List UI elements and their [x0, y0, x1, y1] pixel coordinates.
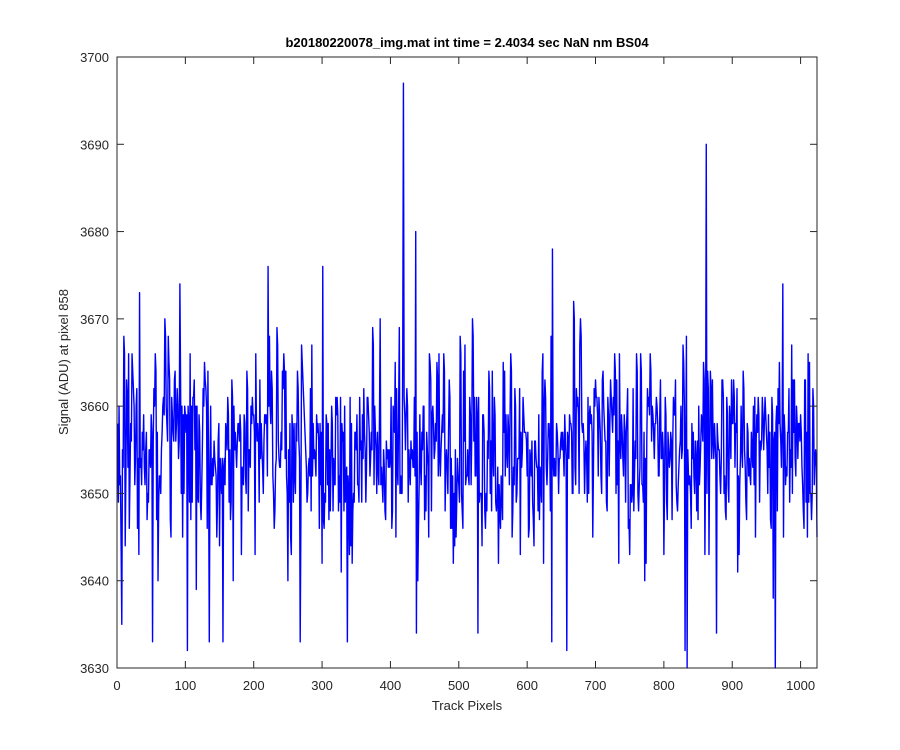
y-tick-label: 3670	[80, 312, 109, 327]
y-tick-label: 3680	[80, 225, 109, 240]
series-line	[116, 82, 818, 669]
axes-background	[117, 57, 817, 668]
x-axis-label: Track Pixels	[432, 698, 503, 713]
axes-box	[116, 56, 818, 669]
y-tick-label: 3700	[80, 50, 109, 65]
x-tick-label: 600	[516, 678, 538, 693]
y-tick-label: 3640	[80, 574, 109, 589]
y-tick-label: 3690	[80, 137, 109, 152]
x-tick-label: 400	[380, 678, 402, 693]
chart-title: b20180220078_img.mat int time = 2.4034 s…	[285, 35, 649, 50]
y-axis: 3630 3640 3650 3660 3670 3680 3690 3700	[80, 50, 817, 676]
x-tick-label: 300	[311, 678, 333, 693]
y-tick-label: 3630	[80, 661, 109, 676]
x-tick-label: 200	[243, 678, 265, 693]
x-tick-label: 500	[448, 678, 470, 693]
x-tick-label: 100	[175, 678, 197, 693]
x-tick-label: 1000	[786, 678, 815, 693]
x-axis: 0 100 200 300 400 500 600 700 800 900 1000	[113, 57, 815, 693]
y-axis-label: Signal (ADU) at pixel 858	[56, 289, 71, 435]
y-tick-label: 3660	[80, 399, 109, 414]
x-tick-label: 800	[653, 678, 675, 693]
x-tick-label: 700	[585, 678, 607, 693]
y-tick-label: 3650	[80, 486, 109, 501]
x-tick-label: 0	[113, 678, 120, 693]
series-layer	[116, 82, 818, 669]
x-tick-label: 900	[721, 678, 743, 693]
